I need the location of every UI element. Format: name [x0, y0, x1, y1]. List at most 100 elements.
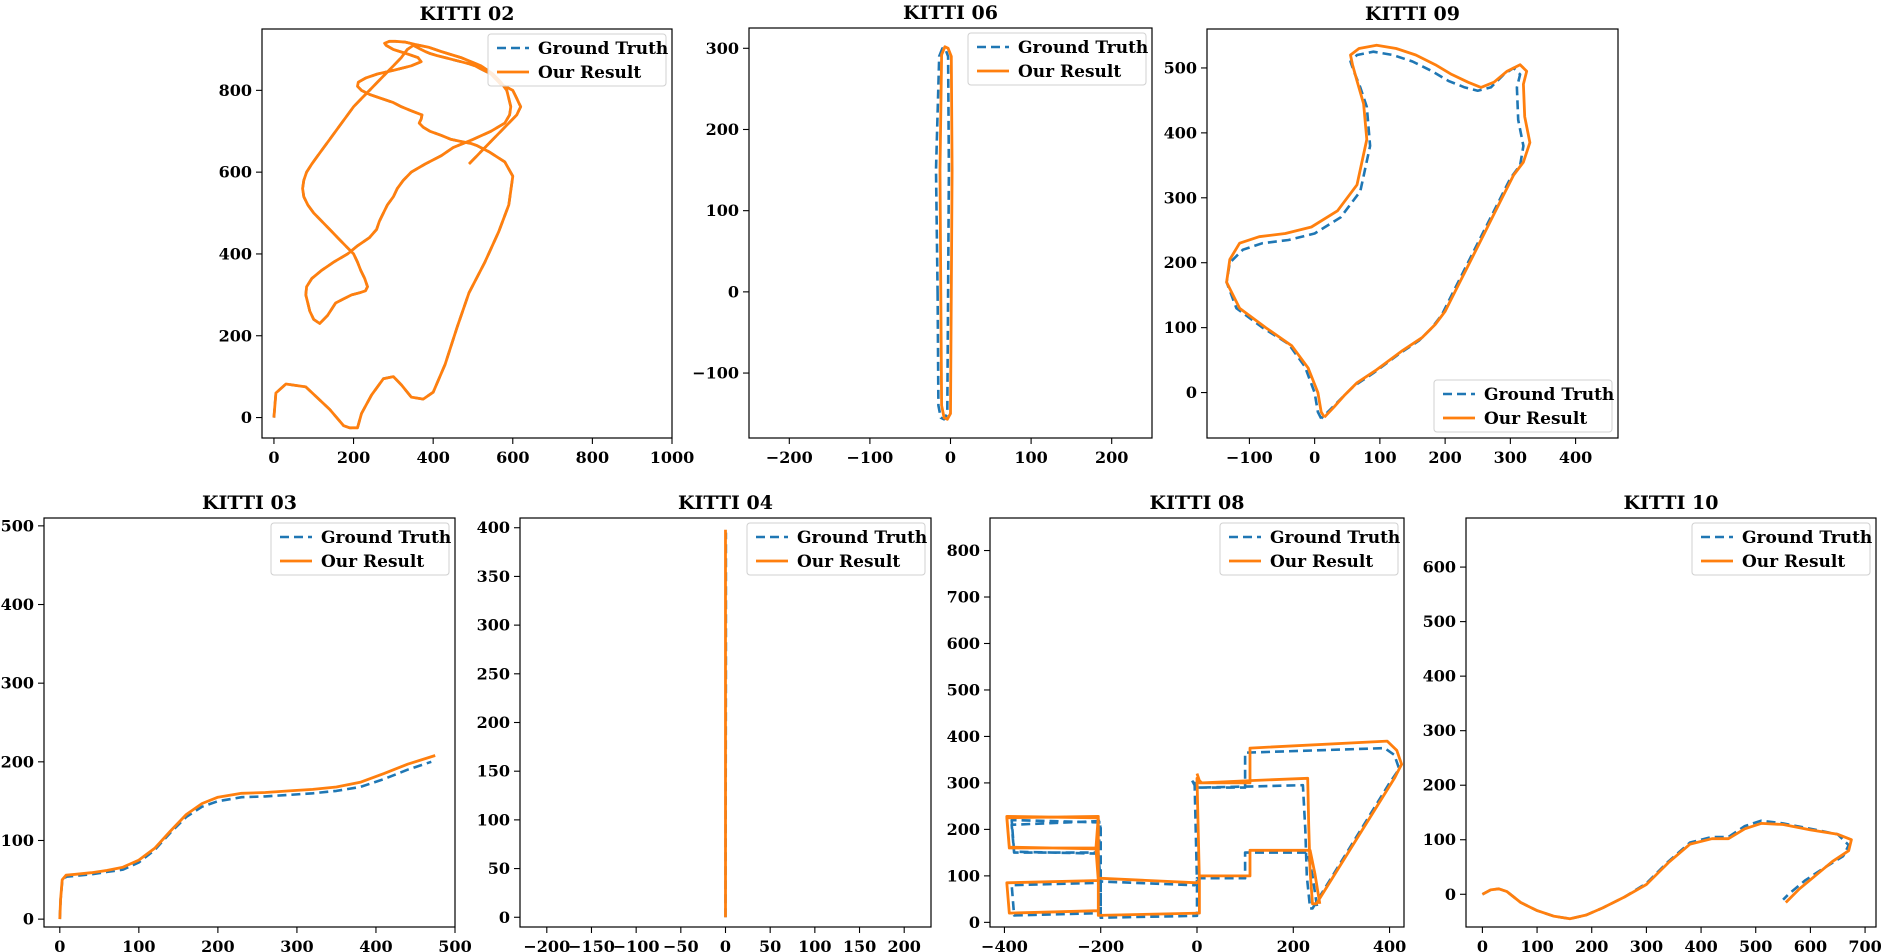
x-tick-label: −400	[981, 937, 1028, 952]
chart-title: KITTI 09	[1365, 3, 1460, 25]
series-ground-truth	[1010, 746, 1401, 920]
x-tick-label: 300	[1630, 937, 1663, 952]
series-ground-truth	[272, 39, 523, 430]
y-tick-label: 400	[219, 244, 252, 263]
series-ground-truth	[1481, 819, 1850, 921]
y-tick-label: 0	[499, 908, 510, 927]
x-tick-label: 0	[1309, 448, 1320, 467]
y-tick-label: 50	[488, 859, 510, 878]
y-tick-label: 600	[219, 163, 252, 182]
x-tick-label: 100	[1014, 448, 1047, 467]
y-tick-label: 200	[1423, 776, 1456, 795]
legend-our-result-label: Our Result	[1270, 552, 1373, 572]
x-tick-label: 0	[54, 937, 65, 952]
x-tick-label: 200	[1277, 937, 1310, 952]
chart-kitti06: −200 −100 0 100 200 −100 0 100 200 300 KITTI 06 Gro…	[692, 2, 1153, 467]
y-tick-label: 0	[728, 282, 739, 301]
y-tick-label: 200	[706, 120, 739, 139]
legend: Ground Truth Our Result	[270, 522, 451, 576]
series-our-result	[1481, 822, 1853, 921]
y-tick-label: 700	[947, 588, 980, 607]
series-our-result	[938, 45, 954, 421]
x-tick-label: 400	[416, 448, 449, 467]
x-tick-label: 500	[1739, 937, 1772, 952]
legend: Ground Truth Our Result	[1691, 522, 1872, 576]
x-tick-label: 150	[843, 937, 876, 952]
y-tick-label: 200	[947, 820, 980, 839]
x-tick-label: 1000	[650, 448, 695, 467]
legend-our-result-label: Our Result	[1018, 62, 1121, 82]
x-tick-label: −100	[1226, 448, 1273, 467]
x-tick-label: −50	[663, 937, 699, 952]
chart-kitti02: 0 200 400 600 800 1000 0 200 400 600 800 KITTI 02 Gr…	[219, 3, 695, 467]
x-tick-label: 200	[1095, 448, 1128, 467]
chart-kitti03: 0 100 200 300 400 500 0 100 200 300 400 500 KITTI 03…	[1, 492, 472, 952]
y-tick-label: 300	[947, 773, 980, 792]
axes-frame	[1465, 517, 1877, 928]
y-tick-label: 800	[219, 81, 252, 100]
y-tick-label: 400	[477, 518, 510, 537]
legend-ground-truth-label: Ground Truth	[1484, 385, 1614, 405]
x-tick-label: 50	[759, 937, 781, 952]
legend-our-result-label: Our Result	[797, 552, 900, 572]
y-tick-label: 500	[947, 680, 980, 699]
chart-title: KITTI 04	[678, 492, 773, 514]
y-tick-label: 100	[1423, 830, 1456, 849]
y-tick-label: 0	[241, 408, 252, 427]
x-tick-label: −100	[613, 937, 660, 952]
x-tick-label: 200	[1575, 937, 1608, 952]
x-tick-label: 400	[1373, 937, 1406, 952]
y-tick-label: 400	[1, 595, 34, 614]
x-tick-label: 400	[1684, 937, 1717, 952]
legend: Ground Truth Our Result	[1219, 522, 1400, 576]
x-tick-label: 0	[720, 937, 731, 952]
x-tick-label: 200	[1428, 448, 1461, 467]
x-tick-label: 300	[1494, 448, 1527, 467]
y-tick-label: 500	[1423, 612, 1456, 631]
y-tick-label: 400	[947, 727, 980, 746]
chart-title: KITTI 10	[1624, 492, 1719, 514]
series-our-result	[1005, 739, 1403, 917]
legend-ground-truth-label: Ground Truth	[321, 528, 451, 548]
legend-ground-truth-label: Ground Truth	[1018, 38, 1148, 58]
x-tick-label: 0	[1477, 937, 1488, 952]
chart-kitti08: −400 −200 0 200 400 0 100 200 300 400 500 600 700 800…	[947, 492, 1407, 952]
series-our-result	[58, 754, 436, 920]
y-tick-label: 300	[706, 39, 739, 58]
series-ground-truth	[1225, 50, 1525, 420]
legend: Ground Truth Our Result	[746, 522, 927, 576]
series-ground-truth	[58, 760, 432, 920]
y-tick-label: 200	[1, 752, 34, 771]
x-tick-label: 400	[359, 937, 392, 952]
x-tick-label: 700	[1848, 937, 1881, 952]
y-tick-label: 600	[1423, 558, 1456, 577]
y-tick-label: 300	[1, 674, 34, 693]
chart-title: KITTI 06	[903, 2, 998, 24]
axes-frame	[43, 517, 456, 928]
y-tick-label: 100	[947, 866, 980, 885]
x-tick-label: −200	[523, 937, 570, 952]
y-tick-label: 100	[1164, 318, 1197, 337]
x-tick-label: 100	[122, 937, 155, 952]
y-tick-label: 100	[706, 201, 739, 220]
plot-area	[58, 754, 436, 920]
y-tick-label: 300	[1423, 721, 1456, 740]
series-ground-truth	[934, 46, 951, 421]
legend: Ground Truth Our Result	[487, 33, 668, 87]
x-tick-label: 800	[576, 448, 609, 467]
y-tick-label: 200	[219, 326, 252, 345]
series-our-result	[272, 39, 523, 430]
x-tick-label: −200	[766, 448, 813, 467]
y-tick-label: 0	[1445, 885, 1456, 904]
axes-frame	[261, 28, 673, 439]
x-tick-label: 200	[887, 937, 920, 952]
y-tick-label: 0	[1186, 383, 1197, 402]
y-tick-label: 500	[1, 516, 34, 535]
x-tick-label: 200	[337, 448, 370, 467]
y-tick-label: −100	[692, 364, 739, 383]
legend: Ground Truth Our Result	[967, 32, 1148, 86]
y-tick-label: 0	[23, 910, 34, 929]
legend-our-result-label: Our Result	[538, 63, 641, 83]
y-tick-label: 0	[969, 913, 980, 932]
